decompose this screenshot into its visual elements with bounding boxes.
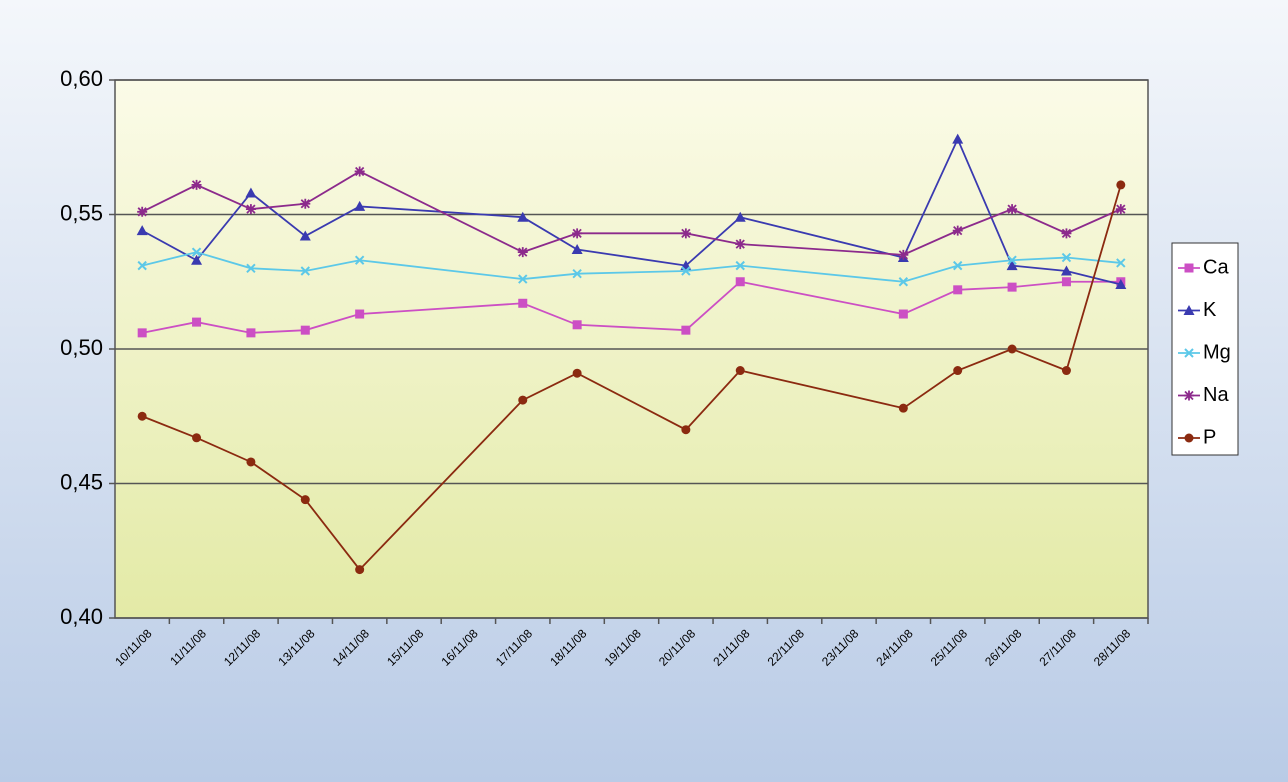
legend-marker [1184, 390, 1194, 401]
y-tick-label: 0,45 [60, 469, 103, 494]
marker [355, 565, 365, 575]
marker [1116, 180, 1126, 190]
marker [137, 328, 147, 338]
marker [1060, 265, 1072, 276]
marker [1115, 204, 1126, 215]
marker [952, 225, 963, 236]
marker [1061, 277, 1071, 287]
marker [681, 325, 691, 335]
marker [246, 263, 256, 274]
marker [518, 395, 528, 405]
marker [354, 166, 365, 177]
legend-label: Na [1203, 384, 1229, 406]
marker [734, 211, 746, 222]
marker [518, 298, 528, 308]
marker [898, 403, 908, 413]
y-tick-label: 0,40 [60, 604, 103, 629]
legend-label: Ca [1203, 256, 1229, 278]
series-line [141, 170, 1122, 256]
marker [680, 228, 691, 239]
marker [137, 206, 148, 217]
marker [300, 266, 310, 276]
marker [192, 317, 202, 327]
marker [355, 309, 365, 319]
marker [735, 239, 746, 250]
marker [952, 133, 964, 144]
marker [137, 260, 147, 271]
marker [300, 325, 310, 335]
marker [245, 204, 256, 215]
marker [354, 200, 366, 211]
marker [354, 255, 365, 265]
marker [735, 366, 745, 376]
marker [1061, 228, 1072, 239]
marker [1007, 344, 1017, 354]
marker [1061, 252, 1072, 263]
marker [246, 457, 256, 467]
series-line [141, 184, 1122, 571]
marker [572, 268, 582, 279]
marker [898, 309, 908, 319]
legend-marker [1184, 348, 1194, 358]
marker [245, 187, 257, 198]
marker [518, 274, 528, 284]
marker [1116, 258, 1126, 268]
marker [1115, 278, 1127, 289]
legend-label: K [1203, 299, 1217, 321]
legend-box [1171, 242, 1239, 456]
marker [571, 243, 583, 254]
marker [1061, 366, 1071, 376]
marker [735, 277, 745, 287]
series-line [141, 251, 1121, 283]
marker [953, 260, 963, 271]
marker [572, 228, 583, 239]
marker [681, 425, 691, 435]
marker [517, 247, 528, 258]
legend-label: P [1203, 426, 1216, 448]
marker [246, 328, 256, 338]
legend-marker [1183, 305, 1195, 315]
y-tick-label: 0,55 [60, 200, 103, 225]
series-line [142, 280, 1121, 334]
marker [299, 230, 311, 241]
marker [898, 249, 909, 260]
marker [1007, 255, 1017, 265]
marker [517, 211, 529, 222]
marker [300, 495, 310, 505]
marker [735, 260, 745, 271]
y-tick-label: 0,50 [60, 335, 103, 360]
marker [191, 254, 203, 265]
marker [953, 366, 963, 376]
y-tick-label: 0,60 [60, 66, 103, 91]
marker [572, 320, 582, 330]
marker [137, 411, 147, 421]
series-line [141, 136, 1122, 286]
legend-marker [1184, 263, 1194, 273]
marker [953, 285, 963, 295]
marker [192, 433, 202, 443]
marker [1006, 260, 1018, 271]
marker [572, 368, 582, 378]
marker [1007, 282, 1017, 292]
legend-marker [1184, 433, 1194, 443]
marker [191, 179, 202, 190]
marker [898, 277, 909, 287]
legend-label: Mg [1203, 341, 1231, 363]
marker [681, 266, 691, 276]
marker [136, 225, 148, 236]
marker [191, 247, 202, 257]
marker [300, 198, 311, 209]
marker [1007, 204, 1018, 215]
